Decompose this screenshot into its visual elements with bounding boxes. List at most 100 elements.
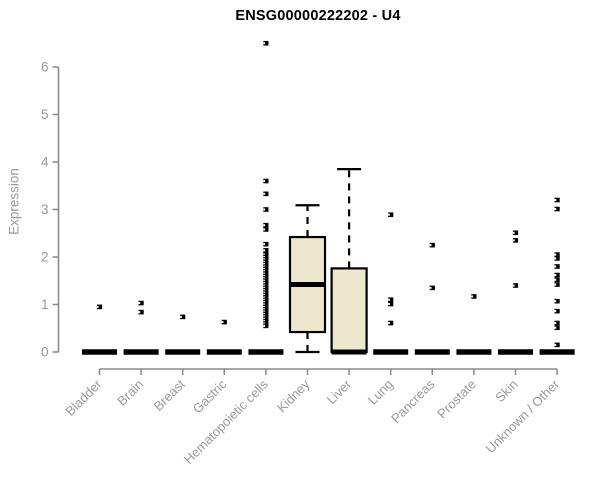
outlier-point-notch [554, 322, 557, 325]
outlier-point-notch [554, 283, 557, 286]
outlier-point-notch [554, 310, 557, 313]
outlier-point [263, 191, 269, 197]
outlier-point [263, 302, 269, 307]
outlier-point [263, 252, 269, 257]
outlier-point-notch [512, 284, 515, 287]
outlier-point-notch [554, 278, 557, 281]
collapsed-box [165, 349, 201, 355]
outlier-point-notch [263, 289, 266, 292]
outlier-point-notch [263, 180, 266, 182]
outlier-point [263, 287, 269, 293]
x-category-label: Lung [365, 377, 396, 408]
outlier-point [554, 308, 560, 314]
outlier-point [263, 254, 269, 260]
outlier-point [263, 280, 269, 286]
outlier-point-notch [263, 308, 266, 311]
y-axis-label: Expression [6, 168, 22, 235]
outlier-point [554, 298, 560, 304]
outlier-point-notch [429, 286, 432, 289]
outlier-point-notch [180, 315, 182, 318]
collapsed-box [539, 349, 575, 355]
x-category-label: Breast [151, 376, 188, 413]
x-category-label: Liver [324, 376, 355, 407]
outlier-point-notch [554, 199, 557, 201]
outlier-point-notch [138, 311, 141, 314]
outlier-point-notch [263, 284, 266, 287]
outlier-point-notch [263, 272, 266, 275]
outlier-point [263, 306, 269, 312]
outlier-point-notch [263, 249, 266, 252]
outlier-point-notch [554, 257, 557, 260]
outlier-point [471, 294, 477, 299]
outlier-point [554, 256, 560, 261]
outlier-point [221, 319, 227, 325]
outlier-point-notch [263, 279, 266, 282]
outlier-point-notch [263, 253, 266, 256]
outlier-point-notch [263, 317, 266, 320]
outlier-point [263, 271, 269, 276]
outlier-point-notch [554, 343, 557, 346]
outlier-point [263, 178, 269, 184]
outlier-point [263, 311, 269, 317]
outlier-point [263, 278, 269, 284]
outlier-point [263, 207, 269, 212]
collapsed-box [206, 349, 242, 355]
outlier-point-notch [263, 282, 266, 285]
outlier-point [263, 264, 269, 269]
outlier-point [263, 297, 269, 303]
collapsed-box [373, 349, 409, 355]
outlier-point-notch [263, 310, 266, 313]
outlier-point-notch [554, 265, 557, 268]
outlier-point [512, 283, 519, 288]
outlier-point [554, 272, 560, 278]
outlier-point [263, 316, 269, 322]
outlier-point-notch [263, 277, 266, 280]
outlier-point [388, 320, 394, 326]
y-tick-label: 1 [41, 297, 49, 312]
outlier-point [263, 241, 269, 247]
y-tick-label: 3 [41, 202, 49, 217]
outlier-point-notch [263, 286, 266, 289]
outlier-point-notch [554, 326, 557, 329]
outlier-point-notch [263, 324, 266, 327]
outlier-point-notch [554, 253, 557, 256]
outlier-point-notch [138, 302, 141, 305]
chart-title: ENSG00000222202 - U4 [235, 8, 401, 24]
outlier-point [263, 285, 269, 291]
outlier-point [554, 206, 560, 212]
outlier-point-notch [512, 231, 515, 234]
outlier-point-notch [429, 244, 432, 247]
outlier-point [263, 261, 269, 267]
outlier-point [263, 314, 269, 319]
outlier-point-notch [263, 305, 266, 308]
outlier-point-notch [554, 300, 557, 303]
box [330, 267, 368, 354]
outlier-point [554, 264, 560, 269]
outlier-point-notch [388, 303, 390, 306]
y-tick-label: 2 [41, 250, 49, 265]
outlier-point [554, 277, 560, 283]
outlier-point-notch [263, 315, 266, 318]
outlier-point-notch [263, 303, 266, 306]
outlier-point-notch [263, 263, 266, 266]
outlier-point-notch [263, 265, 266, 268]
x-category-label: Prostate [434, 377, 479, 422]
outlier-point-notch [263, 208, 266, 211]
outlier-point [263, 248, 269, 253]
outlier-point-notch [263, 258, 266, 261]
outlier-point [554, 320, 560, 326]
outlier-point [263, 222, 269, 228]
outlier-point-notch [263, 267, 266, 270]
outlier-point [263, 276, 269, 281]
y-tick-label: 5 [41, 107, 49, 122]
outlier-point-notch [263, 313, 266, 315]
collapsed-box [414, 349, 450, 355]
outlier-point-notch [221, 321, 224, 324]
outlier-point-notch [263, 298, 266, 301]
outlier-point [263, 304, 269, 310]
outlier-point-notch [263, 320, 266, 323]
outlier-point [554, 197, 560, 203]
outlier-point [554, 342, 560, 348]
outlier-point-notch [554, 274, 557, 277]
